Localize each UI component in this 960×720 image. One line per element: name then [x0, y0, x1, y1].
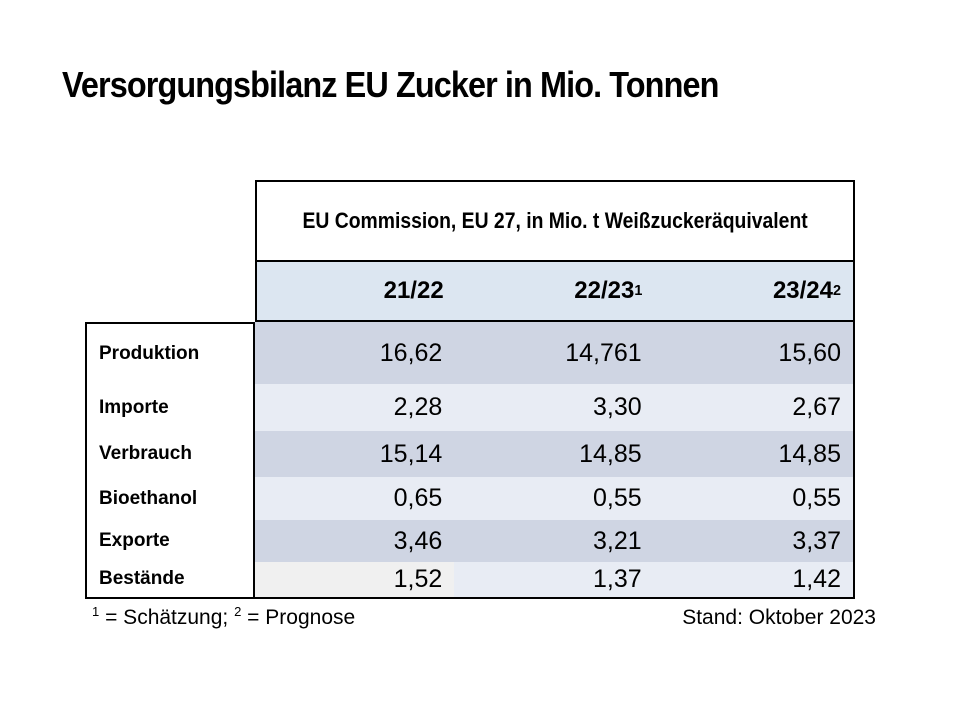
cell-bioethanol-21-22: 0,65	[255, 477, 455, 520]
cell-bestaende-22-23: 1,37	[454, 562, 654, 597]
table-row-bestaende: 1,52 1,37 1,42	[255, 562, 853, 597]
footnote-text-2: = Prognose	[241, 606, 356, 629]
row-label-produktion: Produktion	[99, 343, 200, 364]
cell-exporte-23-24: 3,37	[653, 520, 853, 562]
cell-produktion-21-22: 16,62	[255, 322, 455, 384]
row-label-exporte: Exporte	[99, 530, 170, 551]
cell-importe-21-22: 2,28	[255, 384, 455, 431]
cell-produktion-23-24: 15,60	[653, 322, 853, 384]
column-header-21-22: 21/22	[257, 262, 456, 320]
footnote-superscript-1: 1	[92, 604, 100, 619]
cell-bestaende-21-22: 1,52	[255, 562, 455, 597]
table-label-column: Produktion Importe Verbrauch Bioethanol …	[85, 322, 255, 599]
column-header-text: 21/22	[383, 277, 444, 304]
cell-verbrauch-21-22: 15,14	[255, 431, 455, 477]
footnote-superscript-2: 2	[234, 604, 242, 619]
table-merged-header: EU Commission, EU 27, in Mio. t Weißzuck…	[255, 180, 855, 262]
cell-bioethanol-23-24: 0,55	[653, 477, 853, 520]
row-label-verbrauch: Verbrauch	[99, 443, 192, 464]
table-row-importe: 2,28 3,30 2,67	[255, 384, 853, 431]
cell-importe-22-23: 3,30	[454, 384, 654, 431]
cell-bioethanol-22-23: 0,55	[454, 477, 654, 520]
column-header-22-23: 22/23 1	[574, 277, 643, 304]
slide-footer: 1 = Schätzung; 2 = Prognose Stand: Oktob…	[92, 604, 876, 630]
table-row-verbrauch: 15,14 14,85 14,85	[255, 431, 853, 477]
row-label-bestaende: Bestände	[99, 567, 185, 589]
cell-produktion-22-23: 14,761	[454, 322, 654, 384]
cell-verbrauch-22-23: 14,85	[454, 431, 654, 477]
footnote-text-1: = Schätzung;	[99, 606, 235, 629]
table-merged-header-text: EU Commission, EU 27, in Mio. t Weißzuck…	[302, 208, 808, 233]
table-row-produktion: 16,62 14,761 15,60	[255, 322, 853, 384]
table-body: Produktion Importe Verbrauch Bioethanol …	[85, 322, 855, 599]
cell-bestaende-23-24: 1,42	[653, 562, 853, 597]
cell-verbrauch-23-24: 14,85	[653, 431, 853, 477]
status-date: Stand: Oktober 2023	[682, 606, 876, 629]
cell-exporte-22-23: 3,21	[454, 520, 654, 562]
row-label-importe: Importe	[99, 396, 169, 418]
cell-exporte-21-22: 3,46	[255, 520, 455, 562]
column-header-23-24: 23/24 2	[772, 277, 842, 304]
column-header-text: 22/23	[574, 277, 635, 304]
column-header-text: 23/24	[772, 277, 833, 304]
table-row-exporte: 3,46 3,21 3,37	[255, 520, 853, 562]
table-column-header-row: 21/22 22/23 1 23/24 2	[255, 262, 855, 322]
row-label-bioethanol: Bioethanol	[99, 487, 198, 509]
table-data-columns: 16,62 14,761 15,60 2,28 3,30 2,67 15,14 …	[255, 322, 855, 599]
footnote: 1 = Schätzung; 2 = Prognose	[92, 604, 356, 630]
table-row-bioethanol: 0,65 0,55 0,55	[255, 477, 853, 520]
cell-importe-23-24: 2,67	[653, 384, 853, 431]
slide-title: Versorgungsbilanz EU Zucker in Mio. Tonn…	[62, 64, 719, 105]
